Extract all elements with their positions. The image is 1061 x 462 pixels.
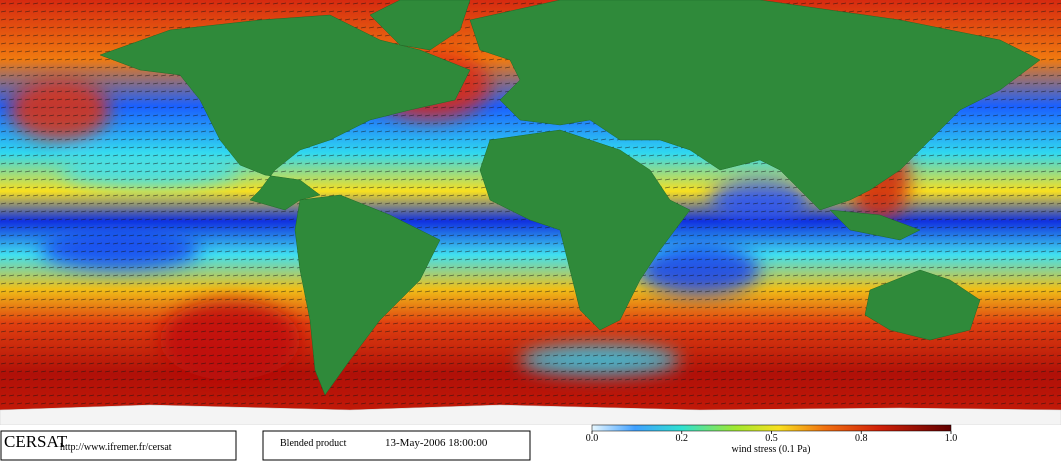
colorbar-tick-label: 1.0 bbox=[945, 433, 958, 444]
colorbar-tick-label: 0.0 bbox=[586, 433, 599, 444]
colorbar-tick-label: 0.5 bbox=[765, 433, 778, 444]
product: Blended product bbox=[280, 438, 347, 449]
logo: CERSAT bbox=[4, 432, 68, 451]
colorbar: wind stress (0.1 Pa) 0.0 0.2 0.5 0.8 1.0 bbox=[586, 424, 958, 455]
land bbox=[0, 0, 1061, 426]
colorbar-label: wind stress (0.1 Pa) bbox=[732, 444, 811, 455]
timestamp: 13-May-2006 18:00:00 bbox=[385, 437, 488, 449]
colorbar-tick-label: 0.2 bbox=[676, 433, 689, 444]
url: http://www.ifremer.fr/cersat bbox=[60, 442, 172, 453]
info-box-center: Blended product 13-May-2006 18:00:00 bbox=[262, 430, 531, 461]
info-box-left: CERSAT http://www.ifremer.fr/cersat bbox=[0, 430, 237, 461]
colorbar-tick-label: 0.8 bbox=[855, 433, 868, 444]
